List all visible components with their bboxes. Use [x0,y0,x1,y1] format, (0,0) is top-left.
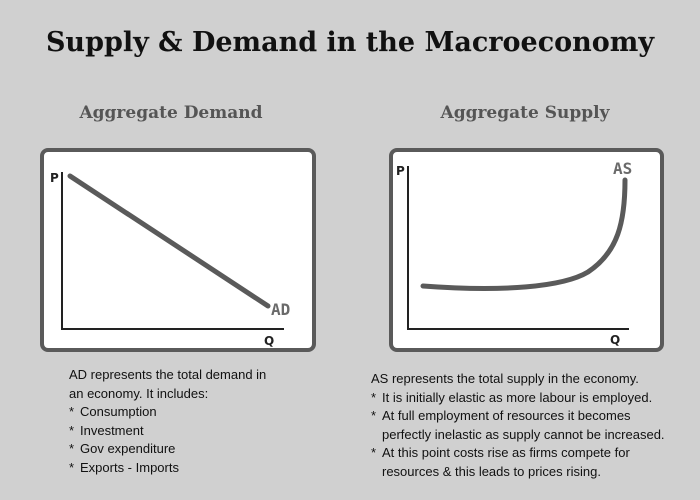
list-item: * Exports - Imports [69,459,329,478]
ad-graph: P Q AD [50,171,290,348]
as-y-axis-label: P [396,164,405,178]
bullet-marker: * [69,441,75,456]
page-title: Supply & Demand in the Macroeconomy [45,27,655,58]
as-x-axis-label: Q [610,333,620,347]
list-item-text: Consumption [80,404,157,419]
ad-curve-label: AD [271,300,290,319]
as-heading: Aggregate Supply [440,103,610,123]
bullet-marker: * [371,389,377,405]
list-item-text: Exports - Imports [80,459,179,475]
list-item-text: Investment [80,422,144,438]
list-item: * At this point costs rise as firms comp… [371,444,699,481]
ad-x-axis-label: Q [264,334,274,348]
as-points-list: * It is initially elastic as more labour… [371,389,699,482]
as-graph-box: P Q AS [389,148,664,352]
list-item-text: perfectly inelastic as supply cannot be … [382,426,665,442]
list-item: * Investment [69,422,329,441]
as-description: AS represents the total supply in the ec… [371,370,699,481]
bullet-marker: * [371,408,377,423]
as-curve-label: AS [613,159,632,178]
ad-y-axis-label: P [50,171,59,185]
ad-graph-box: P Q AD [40,148,316,352]
as-graph: P Q AS [396,159,632,347]
as-curve [420,177,628,291]
list-item-text: At full employment of resources it becom… [382,408,631,423]
ad-components-list: * Consumption * Investment * Gov expenditur… [69,403,329,477]
list-item: * Consumption [69,403,329,422]
bullet-marker: * [69,459,75,475]
list-item: * It is initially elastic as more labour… [371,389,699,408]
ad-description: AD represents the total demand in an eco… [69,366,329,477]
list-item: * At full employment of resources it bec… [371,407,699,444]
ad-heading: Aggregate Demand [79,103,263,123]
ad-description-line: an economy. It includes: [69,385,209,401]
ad-curve [67,173,271,309]
list-item-text: It is initially elastic as more labour i… [382,389,653,405]
list-item: * Gov expenditure [69,440,329,459]
bullet-marker: * [371,445,377,460]
as-description-line: AS represents the total supply in the ec… [371,371,639,386]
list-item-text: At this point costs rise as firms compet… [382,445,630,460]
bullet-marker: * [69,404,75,419]
ad-description-line: AD represents the total demand in [69,367,267,382]
list-item-text: resources & this leads to prices rising. [382,463,601,479]
list-item-text: Gov expenditure [80,441,176,456]
bullet-marker: * [69,422,75,438]
